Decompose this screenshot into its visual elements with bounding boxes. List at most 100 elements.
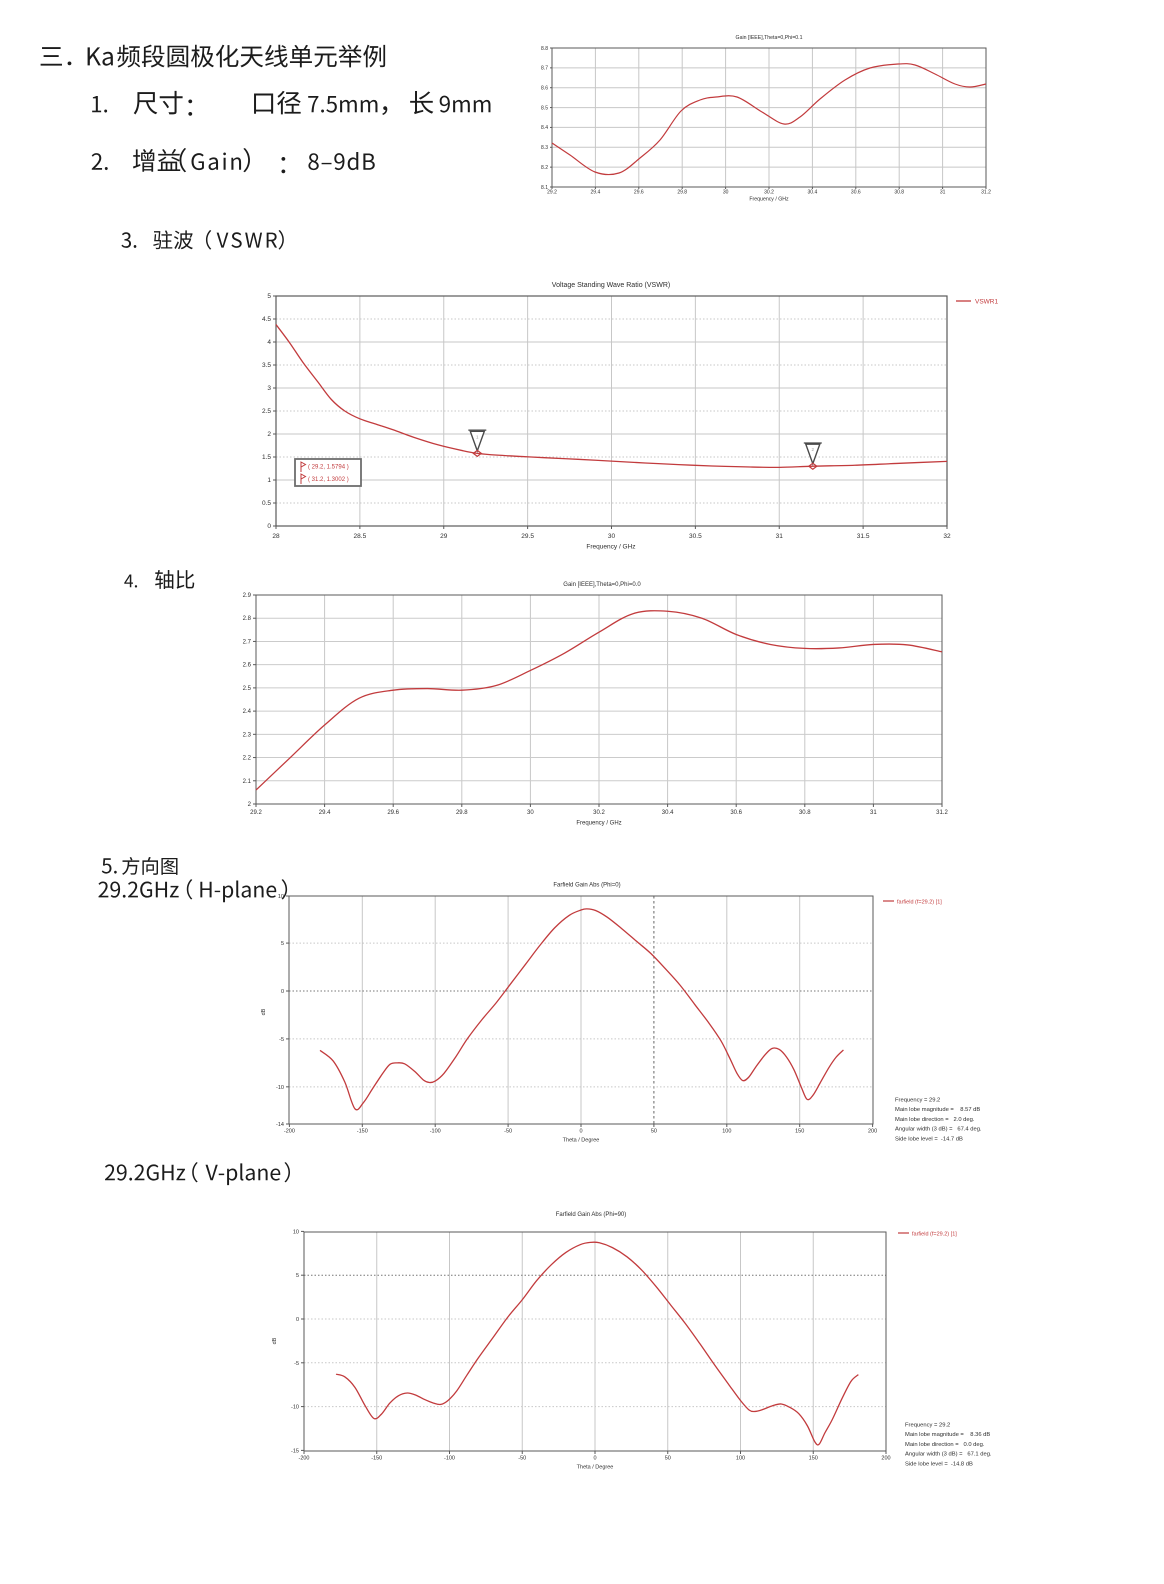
svg-text:30: 30 xyxy=(527,810,534,816)
svg-text:0.5: 0.5 xyxy=(262,500,271,507)
svg-text:Main lobe direction = 2.0 de: Main lobe direction = 2.0 deg. xyxy=(895,1117,975,1123)
svg-text:2.3: 2.3 xyxy=(243,732,252,738)
svg-text:29.4: 29.4 xyxy=(591,190,601,196)
svg-text:30.4: 30.4 xyxy=(808,190,818,196)
svg-text:2.5: 2.5 xyxy=(262,408,271,415)
svg-text:28.5: 28.5 xyxy=(354,533,367,540)
svg-text:-5: -5 xyxy=(279,1037,284,1043)
svg-text:29.4: 29.4 xyxy=(319,810,331,816)
svg-text:0: 0 xyxy=(281,989,284,995)
svg-text:31: 31 xyxy=(870,810,877,816)
svg-text:0: 0 xyxy=(267,523,271,530)
svg-text:28: 28 xyxy=(272,533,280,540)
svg-text:-200: -200 xyxy=(298,1456,309,1462)
svg-text:Frequency / GHz: Frequency / GHz xyxy=(586,544,635,551)
svg-text:Gain [IEEE],Theta=0,Phi=0.1: Gain [IEEE],Theta=0,Phi=0.1 xyxy=(736,35,803,41)
svg-text:-50: -50 xyxy=(518,1456,526,1462)
svg-text:150: 150 xyxy=(795,1129,804,1135)
svg-text:farfield (f=29.2) [1]: farfield (f=29.2) [1] xyxy=(912,1232,957,1238)
svg-text:-150: -150 xyxy=(371,1456,382,1462)
svg-text:( 31.2, 1.3002 ): ( 31.2, 1.3002 ) xyxy=(308,477,349,483)
svg-text:30.8: 30.8 xyxy=(799,810,811,816)
svg-text:8.4: 8.4 xyxy=(541,125,548,131)
svg-text:0: 0 xyxy=(296,1317,299,1323)
svg-text:-100: -100 xyxy=(444,1456,455,1462)
svg-text:Farfield Gain Abs (Phi=90): Farfield Gain Abs (Phi=90) xyxy=(556,1212,627,1218)
svg-text:29.6: 29.6 xyxy=(387,810,399,816)
svg-text:30.2: 30.2 xyxy=(764,190,774,196)
svg-text:30.5: 30.5 xyxy=(689,533,702,540)
svg-text:8.7: 8.7 xyxy=(541,66,548,72)
svg-text:2.1: 2.1 xyxy=(243,779,252,785)
svg-text:8.8: 8.8 xyxy=(541,46,548,52)
svg-text:31.5: 31.5 xyxy=(857,533,870,540)
svg-text:Side lobe level = -14.7 dB: Side lobe level = -14.7 dB xyxy=(895,1136,963,1142)
svg-text:2.7: 2.7 xyxy=(243,639,252,645)
svg-text:-150: -150 xyxy=(357,1129,368,1135)
svg-text:29.2: 29.2 xyxy=(250,810,262,816)
svg-text:2.9: 2.9 xyxy=(243,593,252,599)
svg-text:50: 50 xyxy=(665,1456,671,1462)
svg-text:32: 32 xyxy=(943,533,951,540)
svg-text:50: 50 xyxy=(651,1129,657,1135)
svg-text:-5: -5 xyxy=(294,1361,299,1367)
svg-text:4: 4 xyxy=(267,339,271,346)
svg-text:Frequency / GHz: Frequency / GHz xyxy=(576,821,621,827)
svg-text:29.5: 29.5 xyxy=(521,533,534,540)
svg-text:2.2: 2.2 xyxy=(243,756,252,762)
svg-text:2: 2 xyxy=(812,447,815,452)
svg-text:10: 10 xyxy=(293,1229,299,1235)
svg-text:2.8: 2.8 xyxy=(243,616,252,622)
svg-text:8.2: 8.2 xyxy=(541,165,548,171)
svg-text:Theta / Degree: Theta / Degree xyxy=(577,1465,614,1471)
svg-text:30.2: 30.2 xyxy=(593,810,605,816)
svg-text:Frequency = 29.2: Frequency = 29.2 xyxy=(895,1098,940,1104)
svg-text:2.6: 2.6 xyxy=(243,663,252,669)
svg-text:30: 30 xyxy=(608,533,616,540)
svg-text:1: 1 xyxy=(267,477,271,484)
svg-text:30: 30 xyxy=(723,190,729,196)
svg-text:dB: dB xyxy=(261,1008,267,1015)
svg-text:dB: dB xyxy=(272,1337,278,1344)
svg-text:5: 5 xyxy=(296,1273,299,1279)
svg-text:Angular width (3 dB) = 67.1: Angular width (3 dB) = 67.1 deg. xyxy=(905,1452,992,1458)
svg-text:8.1: 8.1 xyxy=(541,185,548,191)
svg-text:( 29.2, 1.5794 ): ( 29.2, 1.5794 ) xyxy=(308,465,349,471)
svg-text:Frequency = 29.2: Frequency = 29.2 xyxy=(905,1423,950,1429)
svg-text:29.8: 29.8 xyxy=(677,190,687,196)
svg-text:2.5: 2.5 xyxy=(243,686,252,692)
svg-text:29.8: 29.8 xyxy=(456,810,468,816)
svg-text:5: 5 xyxy=(267,293,271,300)
svg-text:200: 200 xyxy=(881,1456,890,1462)
svg-text:Theta / Degree: Theta / Degree xyxy=(563,1138,600,1144)
svg-text:8.3: 8.3 xyxy=(541,145,548,151)
svg-text:150: 150 xyxy=(809,1456,818,1462)
svg-text:29: 29 xyxy=(440,533,448,540)
svg-text:-15: -15 xyxy=(291,1448,299,1454)
svg-text:3.5: 3.5 xyxy=(262,362,271,369)
svg-text:200: 200 xyxy=(868,1129,877,1135)
svg-text:10: 10 xyxy=(278,894,284,900)
svg-text:30.8: 30.8 xyxy=(894,190,904,196)
svg-text:31.2: 31.2 xyxy=(981,190,991,196)
svg-text:Frequency / GHz: Frequency / GHz xyxy=(749,197,789,203)
svg-text:0: 0 xyxy=(579,1129,582,1135)
svg-text:Angular width (3 dB) = 67.4: Angular width (3 dB) = 67.4 deg. xyxy=(895,1127,982,1133)
svg-text:30.4: 30.4 xyxy=(662,810,674,816)
svg-text:-10: -10 xyxy=(291,1405,299,1411)
svg-text:0: 0 xyxy=(593,1456,596,1462)
svg-text:Main lobe magnitude = 8.36: Main lobe magnitude = 8.36 dB xyxy=(905,1432,990,1438)
svg-text:-200: -200 xyxy=(284,1129,295,1135)
svg-text:-50: -50 xyxy=(504,1129,512,1135)
svg-text:1: 1 xyxy=(476,434,479,439)
svg-text:farfield (f=29.2) [1]: farfield (f=29.2) [1] xyxy=(897,900,942,906)
svg-text:Main lobe direction = 0.0 de: Main lobe direction = 0.0 deg. xyxy=(905,1442,985,1448)
svg-text:4.5: 4.5 xyxy=(262,316,271,323)
svg-text:2.4: 2.4 xyxy=(243,709,252,715)
svg-text:VSWR1: VSWR1 xyxy=(975,299,999,306)
svg-text:Main lobe magnitude = 8.57: Main lobe magnitude = 8.57 dB xyxy=(895,1107,980,1113)
svg-text:Farfield Gain Abs (Phi=0): Farfield Gain Abs (Phi=0) xyxy=(553,883,620,889)
svg-text:5: 5 xyxy=(281,941,284,947)
svg-text:30.6: 30.6 xyxy=(730,810,742,816)
svg-text:-100: -100 xyxy=(430,1129,441,1135)
